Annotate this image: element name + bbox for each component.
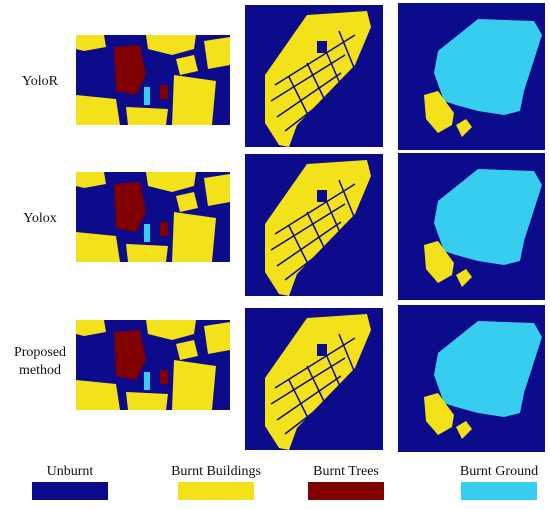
legend-swatch [461, 482, 537, 500]
row-label: method [19, 363, 61, 378]
row-label: Proposed [14, 345, 66, 360]
legend-label: Unburnt [47, 464, 94, 479]
legend-label: Burnt Ground [460, 464, 538, 479]
legend-label: Burnt Trees [313, 464, 379, 479]
legend-swatch [308, 482, 384, 500]
legend-swatch [32, 482, 108, 500]
legend-label: Burnt Buildings [171, 464, 261, 479]
legend-swatch [178, 482, 254, 500]
row-label: Yolox [23, 211, 57, 226]
row-label: YoloR [22, 74, 59, 89]
